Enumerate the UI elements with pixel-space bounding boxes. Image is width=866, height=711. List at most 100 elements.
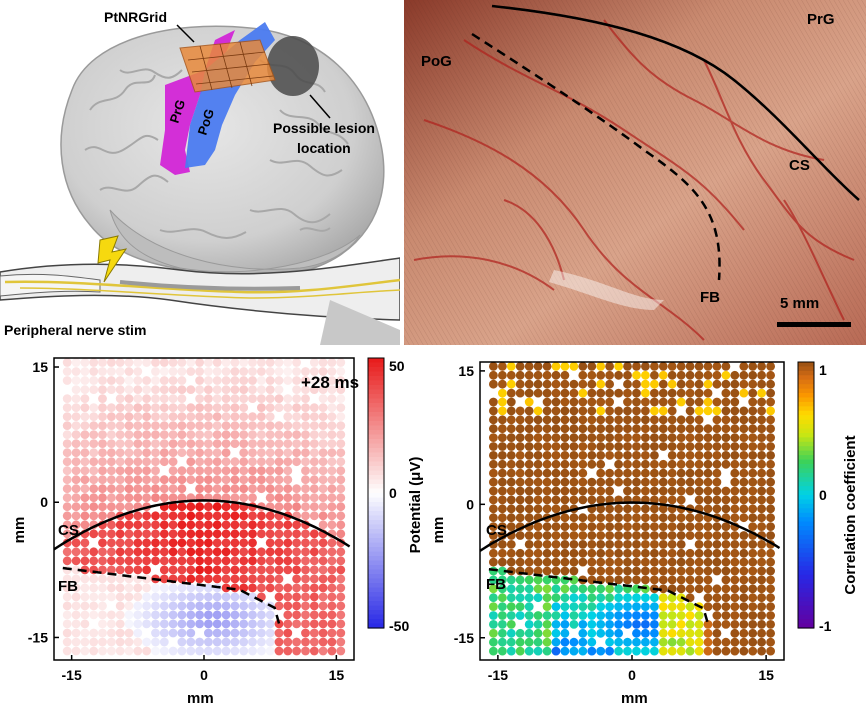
electrode-dot (195, 610, 205, 620)
electrode-dot (524, 406, 534, 416)
electrode-dot (230, 457, 240, 467)
electrode-dot (98, 574, 107, 584)
electrode-dot (80, 403, 90, 412)
electrode-dot (578, 548, 588, 558)
panel-potential-map: -15 0 15 15 0 -15 50 0 -50 +28 ms CS FB mm mm P… (0, 350, 430, 711)
electrode-dot (239, 574, 249, 584)
electrode-dot (98, 538, 107, 548)
electrode-dot (230, 376, 240, 385)
electrode-dot (506, 513, 516, 523)
electrode-dot (569, 637, 579, 647)
electrode-dot (685, 442, 695, 451)
electrode-dot (489, 504, 498, 514)
electrode-dot (212, 448, 222, 458)
electrode-dot (721, 646, 731, 656)
electrode-dot (283, 556, 293, 566)
electrode-dot (327, 538, 337, 548)
electrode-dot (506, 370, 516, 380)
electrode-dot (151, 376, 160, 385)
electrode-dot (587, 477, 597, 487)
electrode-dot (623, 415, 632, 425)
electrode-dot (524, 531, 534, 540)
electrode-dot (265, 448, 275, 458)
electrode-dot (248, 430, 257, 439)
electrode-dot (748, 575, 758, 585)
electrode-dot (151, 592, 160, 602)
electrode-dot (739, 593, 749, 603)
electrode-dot (506, 540, 516, 549)
electrode-dot (204, 367, 213, 376)
electrode-dot (71, 475, 81, 485)
electrode-dot (230, 565, 240, 575)
electrode-dot (748, 566, 758, 576)
electrode-dot (230, 646, 240, 656)
electrode-dot (221, 637, 231, 647)
electrode-dot (658, 628, 668, 638)
electrode-dot (274, 358, 284, 367)
electrode-dot (748, 628, 758, 638)
electrode-dot (667, 593, 677, 603)
colorbar-segment (798, 574, 814, 580)
electrode-dot (336, 376, 346, 385)
electrode-dot (614, 620, 623, 629)
electrode-dot (292, 646, 301, 656)
electrode-dot (248, 511, 257, 521)
electrode-dot (107, 385, 116, 394)
electrode-dot (133, 448, 143, 458)
electrode-dot (757, 540, 766, 549)
electrode-dot (107, 529, 116, 539)
electrode-dot (257, 610, 266, 620)
electrode-dot (650, 495, 659, 505)
electrode-dot (309, 592, 319, 602)
electrode-dot (685, 646, 695, 656)
electrode-dot (757, 433, 766, 442)
electrode-dot (301, 439, 310, 448)
electrode-dot (524, 593, 534, 603)
electrode-dot (623, 611, 632, 620)
electrode-dot (318, 601, 328, 611)
electrode-dot (498, 388, 507, 398)
electrode-dot (739, 646, 749, 656)
electrode-dot (676, 637, 686, 647)
electrode-dot (632, 388, 641, 398)
electrode-dot (309, 538, 319, 548)
electrode-dot (309, 583, 319, 593)
electrode-dot (257, 376, 266, 385)
electrode-dot (596, 370, 606, 380)
electrode-dot (89, 421, 99, 430)
electrode-dot (221, 520, 231, 530)
electrode-dot (257, 646, 266, 656)
electrode-dot (62, 592, 72, 602)
electrode-dot (569, 593, 579, 603)
colorbar-tick-label: 1 (819, 362, 827, 378)
electrode-dot (694, 611, 704, 620)
electrode-dot (721, 362, 731, 371)
electrode-dot (614, 424, 623, 434)
electrode-dot (80, 448, 90, 458)
electrode-dot (524, 477, 534, 487)
electrode-dot (204, 439, 213, 448)
electrode-dot (667, 522, 677, 531)
electrode-dot (524, 548, 534, 558)
electrode-dot (676, 442, 686, 451)
electrode-dot (177, 394, 187, 403)
electrode-dot (168, 403, 178, 412)
electrode-dot (80, 439, 90, 448)
electrode-dot (641, 620, 650, 629)
electrode-dot (336, 619, 346, 629)
electrode-dot (124, 358, 134, 367)
electrode-dot (318, 430, 328, 439)
electrode-dot (524, 620, 534, 629)
electrode-dot (177, 376, 187, 385)
electrode-dot (730, 646, 740, 656)
electrode-dot (248, 421, 257, 430)
electrode-dot (274, 457, 284, 467)
colorbar-segment (368, 619, 384, 625)
electrode-dot (336, 466, 346, 476)
electrode-dot (309, 376, 319, 385)
electrode-dot (623, 513, 632, 523)
electrode-dot (195, 565, 205, 575)
electrode-dot (336, 592, 346, 602)
electrode-dot (318, 583, 328, 593)
